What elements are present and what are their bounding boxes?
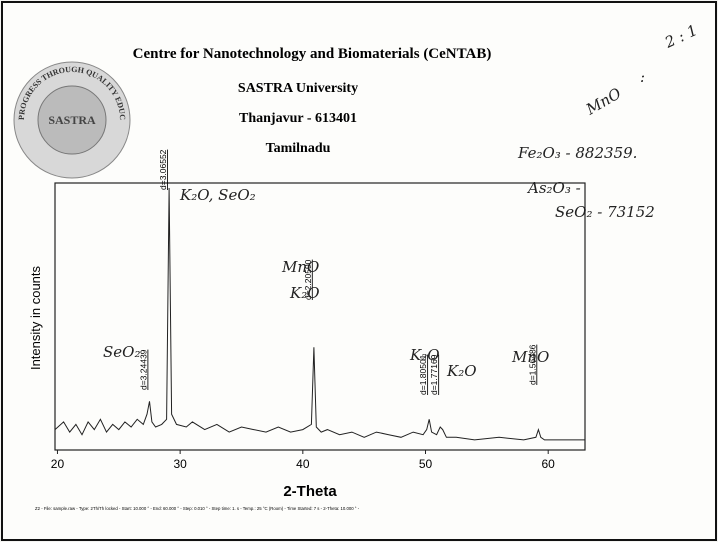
- peak-d-label: d=3.24439: [138, 349, 148, 390]
- header-title: Centre for Nanotechnology and Biomateria…: [133, 46, 492, 62]
- pattern-line: [54, 187, 585, 441]
- peak-annotation: K₂O: [289, 284, 320, 302]
- x-tick-label: 40: [296, 457, 310, 471]
- x-tick-label: 60: [542, 457, 556, 471]
- logo-name: SASTRA: [48, 113, 96, 127]
- peak-d-label: d=2.20590: [303, 259, 313, 300]
- peak-annotation: K₂O: [409, 346, 440, 364]
- footer: Z2 - File: sample.raw - Type: 2Th/Th loc…: [35, 506, 360, 511]
- plot-frame: [54, 182, 586, 451]
- note: :: [640, 68, 645, 86]
- peak-annotation: K₂O, SeO₂: [179, 186, 256, 204]
- peak-d-label: d=1.80501: [418, 354, 428, 395]
- x-tick-label: 50: [419, 457, 433, 471]
- header-line: Thanjavur - 613401: [239, 111, 357, 126]
- peak-annotation: MnO: [511, 348, 549, 366]
- logo-core: [37, 85, 107, 155]
- peak-annotation: MnO: [281, 258, 319, 276]
- x-axis-label: 2-Theta: [283, 483, 337, 500]
- note: SeO₂ - 73152: [555, 203, 655, 221]
- peak-d-label: d=1.77169: [429, 354, 439, 395]
- x-tick-label: 30: [173, 457, 187, 471]
- header-line: SASTRA University: [238, 81, 358, 96]
- header-line: Tamilnadu: [266, 141, 331, 156]
- note: Fe₂O₃ - 882359.: [517, 144, 637, 162]
- peak-annotation: SeO₂: [103, 343, 140, 361]
- note: As₂O₃ -: [526, 179, 581, 197]
- peak-annotation: K₂O: [446, 362, 477, 380]
- y-axis-label: Intensity in counts: [28, 265, 43, 370]
- peak-d-label: d=1.56486: [527, 344, 537, 385]
- x-tick-label: 20: [51, 457, 65, 471]
- peak-d-label: d=3.06552: [158, 149, 168, 190]
